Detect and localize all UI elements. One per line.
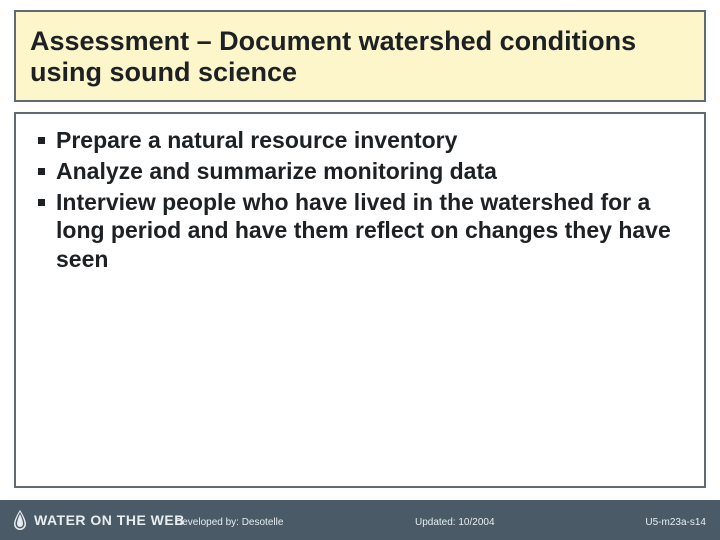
bullet-item: Prepare a natural resource inventory [34,126,686,155]
footer-developed-by: Developed by: Desotelle [175,517,283,528]
brand: WATER ON THE WEB [12,509,185,531]
bullet-item: Analyze and summarize monitoring data [34,157,686,186]
slide: Assessment – Document watershed conditio… [0,0,720,540]
footer-updated: Updated: 10/2004 [415,517,495,528]
title-box: Assessment – Document watershed conditio… [14,10,706,102]
footer-bar: WATER ON THE WEB Developed by: Desotelle… [0,500,720,540]
brand-text: WATER ON THE WEB [34,512,185,528]
slide-title: Assessment – Document watershed conditio… [30,26,690,88]
body-box: Prepare a natural resource inventory Ana… [14,112,706,488]
bullet-item: Interview people who have lived in the w… [34,188,686,274]
water-drop-icon [12,509,28,531]
footer-slide-code: U5-m23a-s14 [645,517,706,528]
bullet-list: Prepare a natural resource inventory Ana… [34,126,686,274]
